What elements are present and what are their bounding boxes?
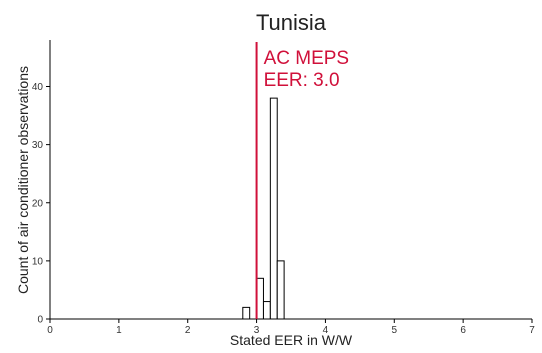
- y-tick-label: 30: [32, 140, 44, 151]
- x-tick-label: 4: [323, 325, 329, 336]
- histogram-bar: [262, 301, 271, 320]
- x-tick-label: 7: [529, 325, 535, 336]
- histogram-bar: [242, 306, 251, 320]
- y-axis: 0 10 20 30 40: [32, 40, 51, 326]
- histogram-bar: [269, 97, 278, 320]
- y-tick-label: 10: [32, 256, 44, 267]
- x-tick-label: 2: [185, 325, 191, 336]
- meps-label: AC MEPS: [264, 48, 350, 69]
- y-tick-label: 0: [37, 315, 43, 326]
- y-axis-label: Count of air conditioner observations: [15, 66, 31, 294]
- x-tick-label: 3: [254, 325, 260, 336]
- x-tick-label: 5: [392, 325, 398, 336]
- y-tick-label: 20: [32, 198, 44, 209]
- x-tick-label: 1: [116, 325, 122, 336]
- x-axis: 0 1 2 3 4 5 6 7: [47, 318, 535, 336]
- chart-title: Tunisia: [256, 10, 327, 35]
- histogram-bars: [242, 97, 285, 320]
- x-tick-label: 6: [460, 325, 466, 336]
- y-tick-label: 40: [32, 82, 44, 93]
- histogram-bar: [276, 260, 285, 320]
- histogram-bar: [256, 277, 264, 320]
- meps-value-label: EER: 3.0: [264, 70, 340, 91]
- x-tick-label: 0: [47, 325, 53, 336]
- x-axis-label: Stated EER in W/W: [230, 332, 353, 348]
